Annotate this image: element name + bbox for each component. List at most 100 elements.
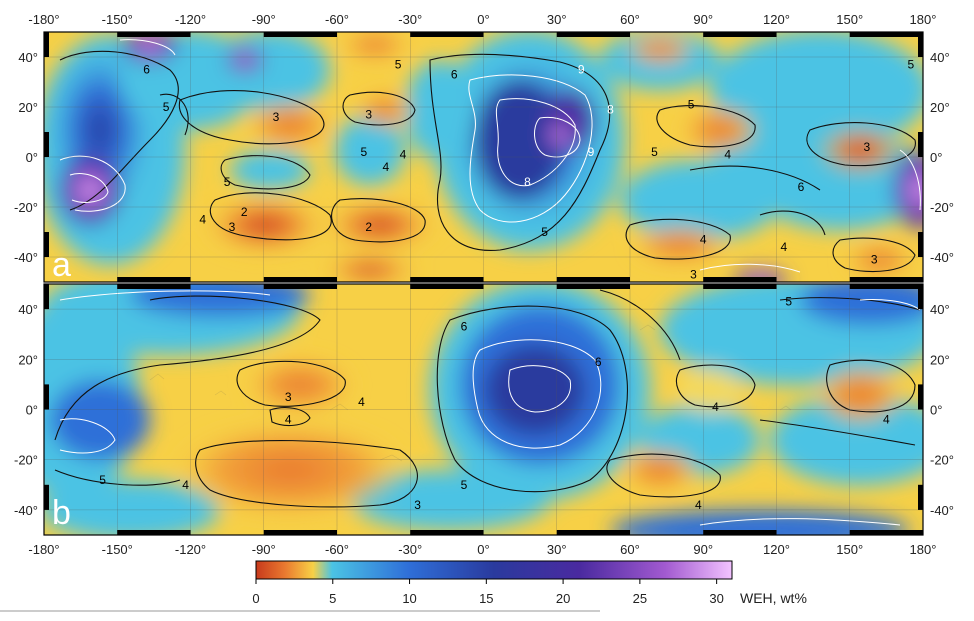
contour-label: 4 — [400, 148, 407, 162]
lon-tick-label: 150° — [836, 12, 863, 27]
lat-tick-label: -20° — [930, 453, 954, 468]
frame-bar — [556, 530, 630, 535]
contour-label: 3 — [285, 390, 292, 404]
lat-tick-label: 40° — [930, 50, 950, 65]
lat-tick-label: 40° — [18, 302, 38, 317]
panel-b-graticule — [44, 284, 923, 535]
lon-tick-label: 0° — [477, 542, 489, 557]
frame-bar — [44, 132, 49, 157]
frame-bar — [410, 284, 484, 289]
frame-bar — [263, 284, 337, 289]
lon-tick-label: 60° — [620, 12, 640, 27]
lat-tick-label: -20° — [930, 200, 954, 215]
contour-label: 3 — [863, 140, 870, 154]
frame-bar — [849, 32, 923, 37]
contour-label: 4 — [285, 413, 292, 427]
frame-bar — [703, 284, 777, 289]
longitude-ticks-bottom: -180° -150° -120° -90° -60° -30° 0° 30° 60° 90° 12… — [28, 542, 936, 557]
contour-label: 6 — [143, 63, 150, 77]
lat-tick-label: 40° — [930, 302, 950, 317]
frame-bar — [849, 530, 923, 535]
frame-bar — [44, 284, 49, 310]
frame-bar — [918, 32, 923, 57]
colorbar-tick-label: 30 — [709, 591, 723, 606]
contour-label: 4 — [780, 240, 787, 254]
frame-bar — [918, 232, 923, 257]
lon-tick-label: -180° — [28, 12, 59, 27]
colorbar-tick-label: 20 — [556, 591, 570, 606]
contour-label: 3 — [229, 220, 236, 234]
contour-label: 5 — [461, 478, 468, 492]
contour-label: 5 — [785, 295, 792, 309]
frame-bar — [410, 32, 484, 37]
lon-tick-label: 180° — [910, 12, 937, 27]
frame-bar — [918, 484, 923, 510]
colorbar: 0 5 10 15 20 25 30 WEH, wt% — [252, 560, 807, 606]
lat-tick-label: -40° — [14, 503, 38, 518]
lon-tick-label: -30° — [398, 12, 422, 27]
lat-tick-label: 0° — [930, 403, 942, 418]
lat-tick-label: -20° — [14, 200, 38, 215]
contour-label: 4 — [358, 395, 365, 409]
colorbar-tick-label: 15 — [479, 591, 493, 606]
latitude-ticks-left-b: 40° 20° 0° -20° -40° — [14, 302, 38, 518]
panel-a-letter: a — [52, 246, 71, 284]
frame-bar — [849, 284, 923, 289]
lon-tick-label: 30° — [547, 542, 567, 557]
contour-label: 2 — [365, 220, 372, 234]
contour-label: 3 — [273, 110, 280, 124]
contour-label: 5 — [395, 58, 402, 72]
frame-bar — [556, 284, 630, 289]
lon-tick-label: -120° — [175, 12, 206, 27]
lat-tick-label: 0° — [26, 150, 38, 165]
contour-label: 3 — [690, 268, 697, 282]
contour-label: 5 — [163, 100, 170, 114]
lon-tick-label: -180° — [28, 542, 59, 557]
frame-bar — [918, 284, 923, 310]
lat-tick-label: -40° — [930, 503, 954, 518]
frame-bar — [117, 530, 191, 535]
lon-tick-label: -90° — [252, 542, 276, 557]
contour-label: 5 — [361, 145, 368, 159]
frame-bar — [44, 384, 49, 410]
lon-tick-label: 0° — [477, 12, 489, 27]
contour-label: 6 — [798, 180, 805, 194]
lon-tick-label: 90° — [693, 12, 713, 27]
colorbar-title: WEH, wt% — [740, 590, 807, 606]
contour-label: 5 — [688, 98, 695, 112]
lat-tick-label: -20° — [14, 453, 38, 468]
latitude-ticks-right-b: 40° 20° 0° -20° -40° — [930, 302, 954, 518]
lon-tick-label: 120° — [763, 542, 790, 557]
frame-bar — [410, 530, 484, 535]
longitude-ticks-top: -180° -150° -120° -90° -60° -30° 0° 30° 60° 90° 12… — [28, 12, 936, 27]
frame-bar — [918, 384, 923, 410]
contour-label: 9 — [578, 63, 585, 77]
frame-bar — [263, 530, 337, 535]
frame-bar — [849, 277, 923, 282]
lat-tick-label: 20° — [930, 100, 950, 115]
contour-label: 2 — [241, 205, 248, 219]
frame-bar — [556, 277, 630, 282]
colorbar-tick-label: 25 — [633, 591, 647, 606]
panel-a-graticule — [44, 32, 923, 282]
frame-bar — [117, 32, 191, 37]
lon-tick-label: -150° — [102, 12, 133, 27]
map-frames — [43, 31, 924, 536]
frame-bar — [410, 277, 484, 282]
contour-label: 4 — [199, 213, 206, 227]
frame-bar — [703, 32, 777, 37]
lon-tick-label: 120° — [763, 12, 790, 27]
panel-b-contour-labels: 3 4 4 4 5 3 6 6 5 4 4 4 5 — [99, 295, 890, 512]
contour-label: 6 — [595, 355, 602, 369]
contour-label: 8 — [607, 103, 614, 117]
lon-tick-label: 60° — [620, 542, 640, 557]
frame-bar — [44, 232, 49, 257]
lon-tick-label: 180° — [910, 542, 937, 557]
colorbar-gradient — [255, 560, 733, 580]
lat-tick-label: 40° — [18, 50, 38, 65]
contour-label: 6 — [451, 68, 458, 82]
panel-b-letter: b — [52, 494, 71, 532]
lon-tick-label: 90° — [693, 542, 713, 557]
lon-tick-label: -120° — [175, 542, 206, 557]
